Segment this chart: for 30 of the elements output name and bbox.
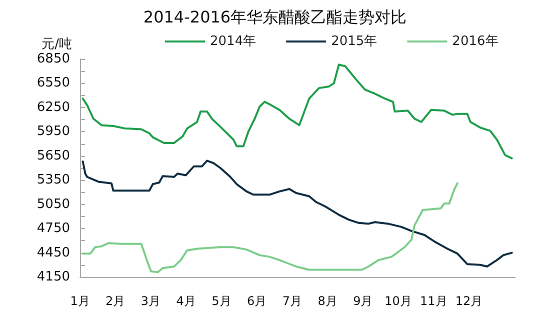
y-tick-label: 5050 [36, 196, 70, 212]
y-tick-label: 6850 [36, 52, 70, 66]
x-tick-label: 2月 [106, 294, 126, 308]
x-tick-label: 5月 [212, 294, 232, 308]
x-tick-label: 4月 [176, 294, 196, 308]
y-tick-label: 5350 [36, 172, 70, 188]
x-tick-label: 1月 [70, 294, 90, 308]
x-tick-label: 6月 [247, 294, 267, 308]
x-tick-label: 9月 [353, 294, 373, 308]
y-tick-label: 5950 [36, 124, 70, 140]
legend-label: 2016年 [452, 34, 498, 49]
x-tick-label: 8月 [318, 294, 338, 308]
y-tick-label: 5650 [36, 148, 70, 164]
y-tick-label: 4150 [36, 270, 70, 284]
x-tick-label: 12月 [455, 294, 483, 308]
chart-title: 2014-2016年华东醋酸乙酯走势对比 [143, 8, 407, 26]
y-tick-label: 4450 [36, 245, 70, 260]
y-tick-label: 6550 [36, 76, 70, 91]
legend-label: 2015年 [331, 34, 378, 49]
legend-label: 2014年 [210, 34, 256, 49]
line-series [82, 64, 513, 160]
line-series [82, 160, 513, 268]
x-tick-label: 3月 [140, 294, 161, 308]
x-tick-label: 10月 [384, 294, 412, 308]
y-tick-label: 4750 [36, 221, 70, 236]
x-tick-label: 11月 [420, 294, 448, 308]
x-tick-label: 7月 [282, 294, 302, 308]
y-tick-label: 6250 [36, 100, 70, 115]
line-series [82, 182, 458, 274]
y-axis-title: 元/吨 [42, 37, 72, 52]
